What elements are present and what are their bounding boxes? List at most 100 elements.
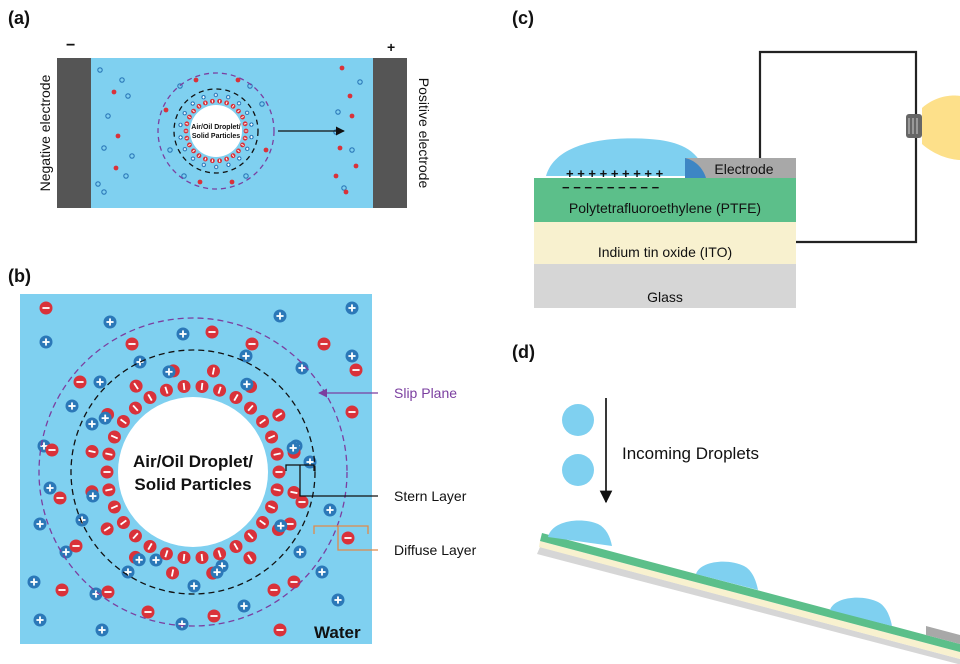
stern-negative-ion xyxy=(107,500,121,514)
stern-negative-ion xyxy=(159,547,173,561)
panel-a-positive-ion xyxy=(101,189,107,195)
panel-a-positive-ion xyxy=(125,93,131,99)
panel-a-positive-ion xyxy=(123,173,129,179)
panel-a-particle-layer xyxy=(178,92,254,170)
panel-a-stern-negative-ion xyxy=(217,158,223,164)
stern-negative-ion xyxy=(116,414,130,428)
diffuse-positive-ion xyxy=(39,335,53,349)
panel-a-stern-negative-ion xyxy=(224,156,230,162)
panel-a-stern-positive-ion xyxy=(190,156,196,161)
stern-negative-ion xyxy=(265,430,279,444)
stern-negative-ion xyxy=(107,430,121,444)
panel-a-stern-negative-ion xyxy=(242,121,248,127)
diffuse-negative-ion xyxy=(345,405,359,419)
incoming-droplet-2 xyxy=(562,454,594,486)
panel-a-stern-boundary xyxy=(173,88,259,174)
water-label: Water xyxy=(314,623,361,642)
panel-a-label: (a) xyxy=(8,8,30,28)
panel-a-stern-positive-ion xyxy=(201,95,206,100)
panel-a-negative-ion xyxy=(333,173,339,179)
panel-a-negative-ion xyxy=(111,89,117,95)
ptfe-layer xyxy=(534,178,796,222)
panel-a-negative-ion xyxy=(263,147,269,153)
stern-negative-ion xyxy=(287,485,301,499)
stern-negative-ion xyxy=(85,445,99,459)
panel-a-negative-ion xyxy=(113,165,119,171)
diffuse-positive-ion xyxy=(176,327,190,341)
diffuse-positive-ion xyxy=(133,355,147,369)
electrode-label: Electrode xyxy=(714,161,773,177)
diffuse-positive-ion xyxy=(43,481,57,495)
stern-negative-ion xyxy=(272,465,286,479)
panel-a-stern-positive-ion xyxy=(213,164,219,170)
stern-positive-ion xyxy=(286,441,300,455)
diffuse-negative-ion xyxy=(53,491,67,505)
diffuse-positive-ion xyxy=(293,545,307,559)
sliding-droplet-2 xyxy=(696,561,758,590)
stern-negative-ion xyxy=(128,401,142,415)
positive-charge-row: + + + + + + + + + xyxy=(566,166,664,181)
panel-b-particle-label-2: Solid Particles xyxy=(134,475,251,494)
stern-negative-ion xyxy=(100,465,114,479)
panel-a-stern-negative-ion xyxy=(240,142,245,148)
stern-positive-ion xyxy=(86,489,100,503)
stern-negative-ion xyxy=(100,522,114,536)
ptfe-label: Polytetrafluoroethylene (PTFE) xyxy=(569,200,761,216)
panel-d: (d) Incoming Droplets xyxy=(512,342,960,664)
panel-c-droplet xyxy=(546,138,706,176)
diffuse-negative-ion xyxy=(55,583,69,597)
sliding-droplet-3 xyxy=(830,597,892,626)
stern-negative-ion xyxy=(195,551,209,565)
panel-a-negative-ion xyxy=(235,77,241,83)
panel-b-particle xyxy=(118,397,268,547)
circuit-wire xyxy=(758,50,918,244)
panel-a-particle-label-1: Air/Oil Droplet/ xyxy=(191,124,240,131)
diffuse-negative-ion xyxy=(207,609,221,623)
panel-a-stern-positive-ion xyxy=(182,110,187,116)
stern-negative-ion xyxy=(102,483,116,497)
diffuse-positive-ion xyxy=(187,579,201,593)
panel-a-stern-positive-ion xyxy=(213,92,219,98)
tilted-electrode xyxy=(926,626,960,644)
panel-a-stern-negative-ion xyxy=(196,153,202,159)
diffuse-positive-ion xyxy=(27,575,41,589)
diffuse-negative-ion xyxy=(267,583,281,597)
panel-a-stern-negative-ion xyxy=(187,114,192,120)
panel-a-stern-negative-ion xyxy=(230,153,236,159)
diffuse-negative-ion xyxy=(349,363,363,377)
panel-a-particle-label-2: Solid Particles xyxy=(192,133,240,140)
panel-a-stern-negative-ion xyxy=(202,100,208,106)
panel-a-negative-ion xyxy=(229,179,235,185)
panel-a-positive-ion xyxy=(341,185,347,191)
panel-c: (c) Electrode + + + + + + + + + − − − − … xyxy=(512,8,960,308)
diffuse-positive-ion xyxy=(33,613,47,627)
stern-negative-ion xyxy=(166,566,180,580)
panel-a-negative-ion xyxy=(197,179,203,185)
diffuse-positive-ion xyxy=(85,417,99,431)
tilted-glass-layer xyxy=(537,547,960,664)
panel-a-negative-ion xyxy=(343,189,349,195)
stern-negative-ion xyxy=(256,414,270,428)
stern-negative-ion xyxy=(128,529,142,543)
sliding-droplet-1 xyxy=(548,520,612,546)
tilted-ito-layer xyxy=(539,541,960,659)
stern-negative-ion xyxy=(143,539,157,553)
panel-a-stern-positive-ion xyxy=(182,146,188,152)
stern-negative-ion xyxy=(243,551,257,565)
droplet-electrode-contact xyxy=(685,158,706,178)
electrode-strip xyxy=(685,158,796,178)
slip-plane-circle xyxy=(38,317,348,627)
diffuse-positive-ion xyxy=(75,513,89,527)
panel-a-stern-negative-ion xyxy=(236,108,241,114)
panel-a-positive-ion xyxy=(167,147,173,153)
diffuse-positive-ion xyxy=(345,349,359,363)
stern-negative-ion xyxy=(229,539,243,553)
panel-b-particle-label-1: Air/Oil Droplet/ xyxy=(133,452,253,471)
panel-b: (b) Air/Oil Droplet/ Solid Particles Sli… xyxy=(8,266,477,644)
panel-a-stern-positive-ion xyxy=(201,162,207,168)
stern-positive-ion xyxy=(98,411,112,425)
positive-electrode-plate xyxy=(373,58,407,208)
panel-a-stern-positive-ion xyxy=(244,110,250,116)
panel-c-label: (c) xyxy=(512,8,534,28)
panel-a-negative-ion xyxy=(193,77,199,83)
